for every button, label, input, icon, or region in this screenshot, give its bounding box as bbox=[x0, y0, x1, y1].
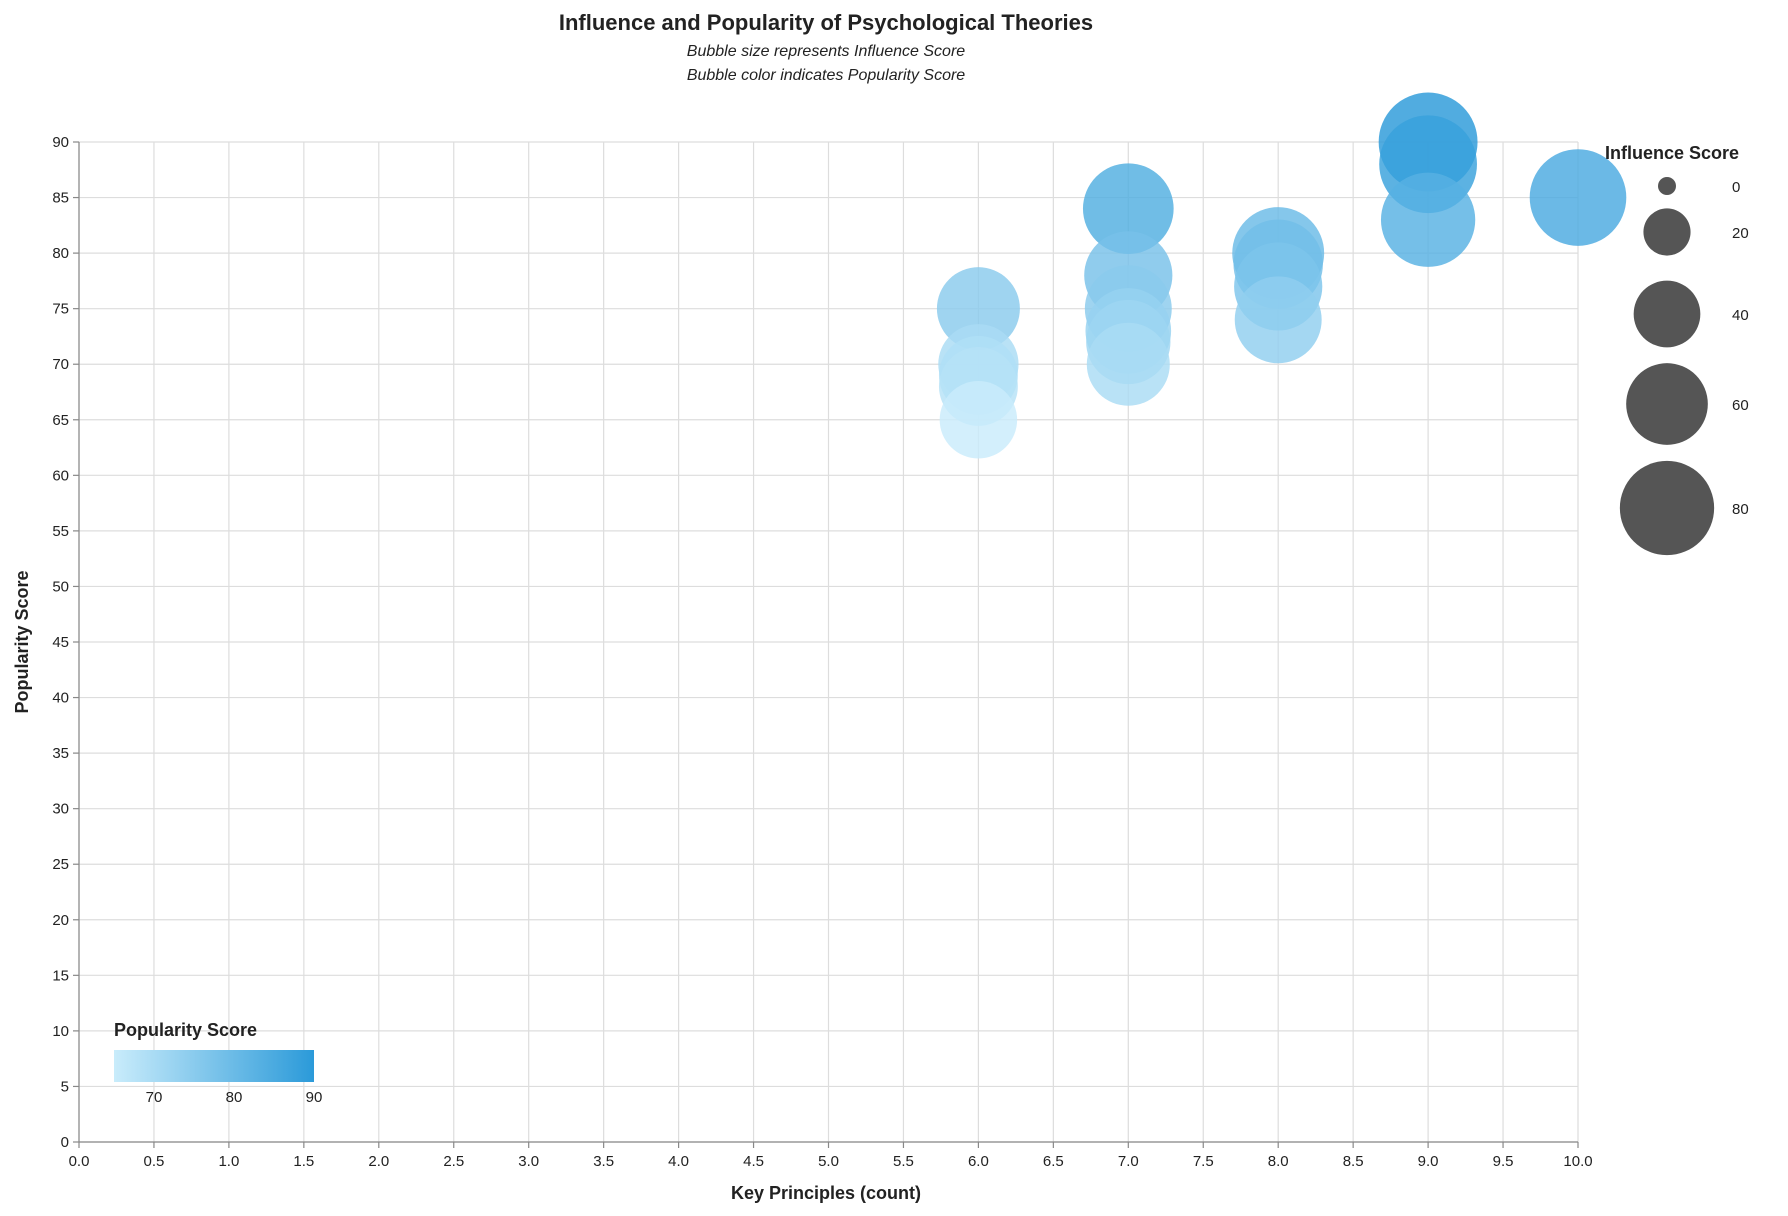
y-tick-label: 20 bbox=[52, 912, 69, 929]
size-legend-symbol bbox=[1626, 363, 1708, 445]
y-tick-label: 35 bbox=[52, 745, 69, 762]
y-tick-label: 15 bbox=[52, 967, 69, 984]
size-legend-symbol bbox=[1633, 280, 1701, 348]
x-tick-label: 7.5 bbox=[1193, 1153, 1214, 1170]
chart-title: Influence and Popularity of Psychologica… bbox=[559, 10, 1093, 35]
chart-subtitle-color: Bubble color indicates Popularity Score bbox=[687, 67, 965, 84]
size-legend-label: 80 bbox=[1732, 501, 1749, 518]
x-tick-label: 2.5 bbox=[443, 1153, 464, 1170]
x-tick-label: 8.0 bbox=[1268, 1153, 1289, 1170]
x-tick-label: 3.0 bbox=[518, 1153, 539, 1170]
x-tick-label: 5.5 bbox=[893, 1153, 914, 1170]
color-legend-label: 70 bbox=[146, 1089, 163, 1106]
y-tick-label: 65 bbox=[52, 412, 69, 429]
y-tick-label: 25 bbox=[52, 856, 69, 873]
x-tick-label: 1.5 bbox=[293, 1153, 314, 1170]
y-tick-label: 40 bbox=[52, 690, 69, 707]
y-tick-label: 50 bbox=[52, 578, 69, 595]
y-tick-label: 75 bbox=[52, 301, 69, 318]
size-legend-label: 40 bbox=[1732, 307, 1749, 324]
y-tick-label: 70 bbox=[52, 356, 69, 373]
x-tick-label: 4.0 bbox=[668, 1153, 689, 1170]
bubble-point bbox=[1380, 172, 1476, 267]
y-tick-label: 45 bbox=[52, 634, 69, 651]
bubble-point bbox=[936, 267, 1020, 351]
x-tick-label: 6.5 bbox=[1043, 1153, 1064, 1170]
color-legend-label: 80 bbox=[226, 1089, 243, 1106]
x-tick-label: 10.0 bbox=[1563, 1153, 1592, 1170]
x-tick-label: 2.0 bbox=[368, 1153, 389, 1170]
x-tick-label: 4.5 bbox=[743, 1153, 764, 1170]
color-legend-label: 90 bbox=[306, 1089, 323, 1106]
y-tick-label: 55 bbox=[52, 523, 69, 540]
y-tick-label: 5 bbox=[61, 1078, 69, 1095]
size-legend-symbol bbox=[1658, 177, 1676, 195]
y-tick-label: 80 bbox=[52, 245, 69, 262]
x-tick-label: 0.0 bbox=[69, 1153, 90, 1170]
grid-layer bbox=[78, 141, 1579, 1143]
size-legend: Influence Score 0 20 40 60 80 bbox=[1605, 143, 1749, 556]
x-tick-label: 6.0 bbox=[968, 1153, 989, 1170]
color-legend: Popularity Score 70 80 90 bbox=[114, 1020, 322, 1106]
y-axis-title: Popularity Score bbox=[12, 570, 32, 713]
color-legend-title: Popularity Score bbox=[114, 1020, 257, 1040]
x-tick-label: 1.0 bbox=[218, 1153, 239, 1170]
size-legend-label: 20 bbox=[1732, 225, 1749, 242]
x-axis-title: Key Principles (count) bbox=[731, 1183, 921, 1203]
x-tick-label: 5.0 bbox=[818, 1153, 839, 1170]
size-legend-symbol bbox=[1643, 208, 1691, 256]
x-tick-label: 0.5 bbox=[144, 1153, 165, 1170]
size-legend-symbol bbox=[1619, 460, 1715, 556]
y-tick-label: 30 bbox=[52, 801, 69, 818]
size-legend-label: 60 bbox=[1732, 397, 1749, 414]
x-tick-label: 9.0 bbox=[1418, 1153, 1439, 1170]
y-tick-label: 10 bbox=[52, 1023, 69, 1040]
y-tick-label: 60 bbox=[52, 467, 69, 484]
x-tick-label: 3.5 bbox=[593, 1153, 614, 1170]
axes-layer: 0.0 0.5 1.0 1.5 2.0 2.5 3.0 3.5 4.0 4.5 5.0 5.5 6.0 6… bbox=[52, 134, 1592, 1170]
bubble-point bbox=[1234, 276, 1322, 364]
chart-subtitle-size: Bubble size represents Influence Score bbox=[687, 43, 965, 60]
bubbles-layer bbox=[936, 92, 1627, 459]
bubble-point bbox=[939, 381, 1018, 459]
color-legend-gradient bbox=[114, 1050, 314, 1082]
x-tick-label: 8.5 bbox=[1343, 1153, 1364, 1170]
bubble-point bbox=[1082, 163, 1174, 255]
x-tick-label: 7.0 bbox=[1118, 1153, 1139, 1170]
size-legend-label: 0 bbox=[1732, 179, 1740, 196]
size-legend-title: Influence Score bbox=[1605, 143, 1739, 163]
bubble-point bbox=[1086, 322, 1170, 406]
bubble-point bbox=[1529, 149, 1627, 246]
x-tick-label: 9.5 bbox=[1493, 1153, 1514, 1170]
y-tick-label: 90 bbox=[52, 134, 69, 151]
y-tick-label: 85 bbox=[52, 190, 69, 207]
y-tick-label: 0 bbox=[61, 1134, 69, 1151]
